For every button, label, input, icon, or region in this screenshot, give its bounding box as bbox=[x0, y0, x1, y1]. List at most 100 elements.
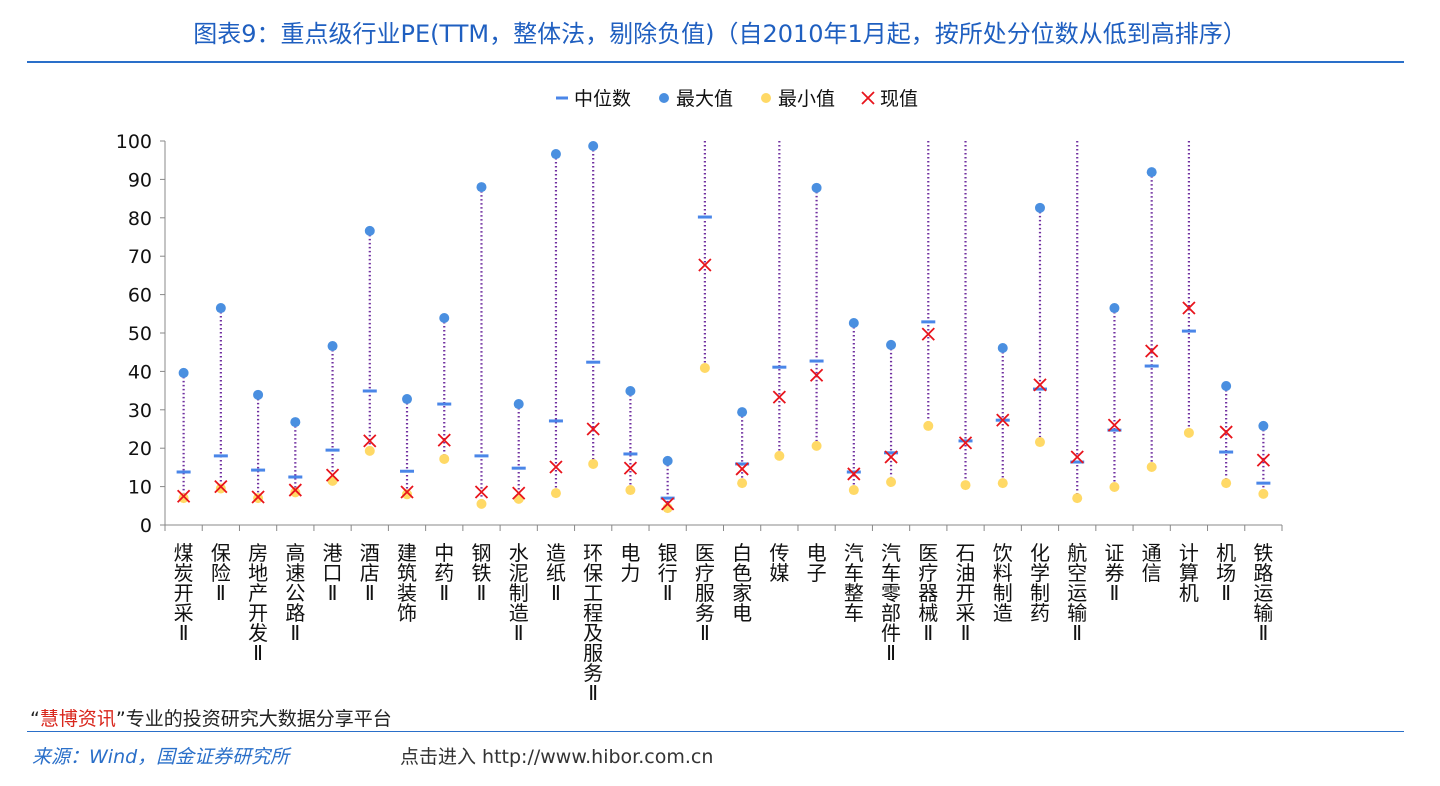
current-mark bbox=[996, 413, 1010, 427]
min-point bbox=[1072, 493, 1083, 504]
min-point bbox=[774, 450, 785, 461]
chart-title: 图表9：重点级行业PE(TTM，整体法，剔除负值)（自2010年1月起，按所处分… bbox=[193, 20, 1247, 48]
y-tick-label: 20 bbox=[128, 438, 152, 460]
brand-name: 慧博资讯 bbox=[39, 708, 116, 730]
max-point bbox=[588, 140, 599, 151]
current-mark bbox=[176, 489, 191, 503]
min-point bbox=[1221, 478, 1232, 489]
source-note: 来源：Wind，国金证券研究所 bbox=[32, 746, 290, 768]
max-point bbox=[364, 225, 375, 236]
current-mark bbox=[1033, 378, 1047, 392]
max-point bbox=[1146, 167, 1157, 178]
current-mark bbox=[1256, 453, 1271, 467]
x-tick-label: 钢铁 Ⅱ bbox=[471, 541, 491, 605]
min-point bbox=[923, 420, 934, 431]
max-point bbox=[253, 389, 264, 400]
max-point bbox=[886, 339, 897, 350]
y-tick-label: 50 bbox=[128, 323, 152, 345]
max-point bbox=[1258, 420, 1269, 431]
min-point bbox=[1258, 488, 1269, 499]
y-tick-label: 40 bbox=[128, 361, 152, 383]
max-point bbox=[997, 342, 1008, 353]
current-mark bbox=[288, 483, 302, 497]
min-point bbox=[402, 489, 413, 500]
x-tick-label: 环保工程及服务 Ⅱ bbox=[583, 541, 603, 705]
current-mark bbox=[809, 368, 824, 382]
max-point bbox=[625, 385, 636, 396]
legend-max-icon bbox=[659, 93, 669, 103]
x-tick-label: 煤炭开采 Ⅱ bbox=[174, 541, 194, 645]
watermark-link[interactable]: 点击进入 http://www.hibor.com.cn bbox=[400, 746, 714, 768]
min-point bbox=[1109, 481, 1120, 492]
max-point bbox=[848, 318, 859, 329]
current-mark bbox=[958, 436, 973, 450]
max-point bbox=[178, 367, 189, 378]
current-mark bbox=[921, 327, 935, 341]
current-mark bbox=[549, 460, 563, 474]
legend-label: 现值 bbox=[880, 88, 918, 110]
max-point bbox=[513, 399, 524, 410]
legend-current-icon bbox=[861, 91, 875, 105]
x-tick-label: 证券 Ⅱ bbox=[1104, 541, 1124, 605]
max-point bbox=[662, 455, 673, 466]
x-tick-label: 饮料制造 bbox=[993, 541, 1013, 625]
current-mark bbox=[1219, 425, 1233, 439]
current-mark bbox=[698, 258, 712, 272]
x-tick-label: 房地产开发 Ⅱ bbox=[248, 541, 268, 665]
min-point bbox=[215, 483, 226, 494]
max-point bbox=[1109, 303, 1120, 314]
min-point bbox=[625, 485, 636, 496]
current-mark bbox=[623, 461, 638, 475]
footer-tagline: “慧博资讯”专业的投资研究大数据分享平台 bbox=[30, 704, 392, 731]
min-point bbox=[550, 488, 561, 499]
x-tick-label: 建筑装饰 bbox=[397, 541, 417, 625]
current-mark bbox=[437, 433, 451, 447]
current-mark bbox=[1182, 301, 1196, 315]
x-tick-label: 机场 Ⅱ bbox=[1216, 541, 1236, 605]
x-tick-label: 银行 Ⅱ bbox=[658, 541, 678, 605]
min-point bbox=[476, 498, 487, 509]
min-point bbox=[737, 478, 748, 489]
min-point bbox=[1183, 427, 1194, 438]
current-mark bbox=[586, 422, 600, 436]
current-mark bbox=[847, 467, 861, 481]
y-tick-label: 80 bbox=[128, 208, 152, 230]
min-point bbox=[811, 440, 822, 451]
current-mark bbox=[325, 468, 340, 482]
legend-label: 最小值 bbox=[778, 88, 835, 110]
x-tick-label: 汽车整车 bbox=[844, 541, 864, 625]
x-tick-label: 化学制药 bbox=[1030, 541, 1050, 625]
y-tick-label: 70 bbox=[128, 246, 152, 268]
y-tick-label: 100 bbox=[116, 131, 152, 153]
current-mark bbox=[735, 462, 749, 476]
x-tick-label: 医疗器械 Ⅱ bbox=[918, 541, 938, 645]
legend-label: 最大值 bbox=[676, 88, 733, 110]
quote-close: ” bbox=[115, 708, 126, 730]
current-mark bbox=[1107, 418, 1122, 432]
y-tick-label: 10 bbox=[128, 477, 152, 499]
current-mark bbox=[251, 490, 265, 504]
max-point bbox=[1034, 202, 1045, 213]
min-point bbox=[1146, 462, 1157, 473]
max-point bbox=[550, 149, 561, 160]
x-tick-label: 计算机 bbox=[1179, 541, 1199, 605]
min-point bbox=[960, 480, 971, 491]
x-tick-label: 港口 Ⅱ bbox=[323, 541, 343, 605]
max-point bbox=[811, 182, 822, 193]
x-tick-label: 电子 bbox=[807, 541, 827, 585]
x-tick-label: 白色家电 bbox=[732, 541, 752, 625]
min-point bbox=[1034, 437, 1045, 448]
x-tick-label: 造纸 Ⅱ bbox=[546, 541, 566, 605]
x-tick-label: 中药 Ⅱ bbox=[434, 541, 454, 605]
tagline-text: 专业的投资研究大数据分享平台 bbox=[125, 708, 392, 730]
y-tick-label: 60 bbox=[128, 285, 152, 307]
min-point bbox=[848, 485, 859, 496]
x-tick-label: 电力 bbox=[620, 541, 640, 585]
quote-open: “ bbox=[30, 708, 40, 730]
max-point bbox=[215, 303, 226, 314]
x-tick-label: 石油开采 Ⅱ bbox=[956, 541, 976, 645]
current-mark bbox=[400, 485, 414, 499]
current-mark bbox=[474, 485, 489, 499]
x-tick-label: 酒店 Ⅱ bbox=[360, 541, 380, 605]
